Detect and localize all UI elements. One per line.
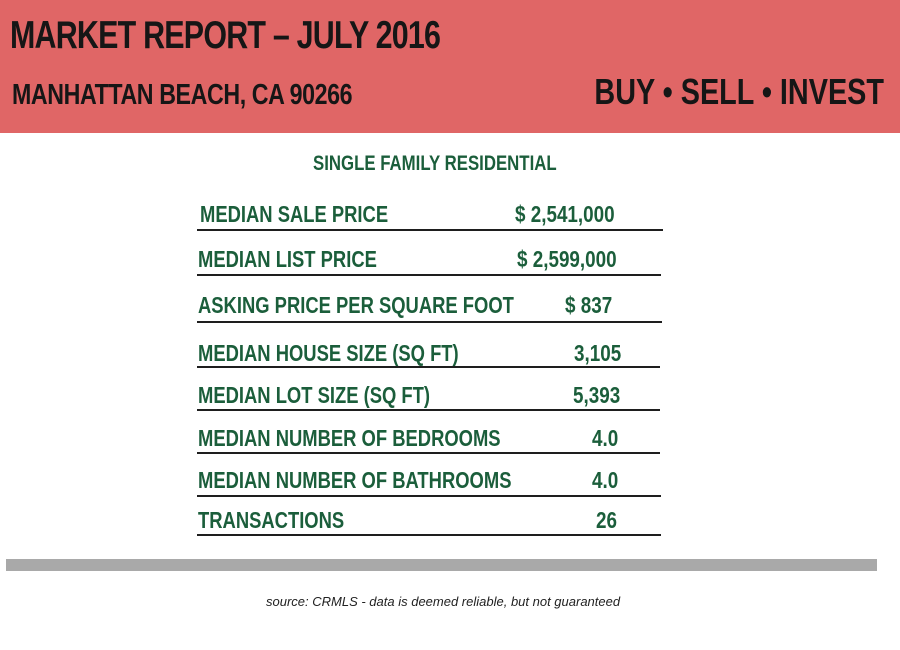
stat-label: ASKING PRICE PER SQUARE FOOT — [198, 292, 514, 318]
row-divider — [197, 321, 662, 323]
row-divider — [197, 274, 661, 276]
stat-label: MEDIAN NUMBER OF BATHROOMS — [198, 467, 512, 493]
header-banner: MARKET REPORT – JULY 2016 MANHATTAN BEAC… — [0, 0, 900, 133]
source-note: source: CRMLS - data is deemed reliable,… — [266, 594, 621, 609]
stat-value: 5,393 — [573, 382, 621, 408]
row-divider — [197, 452, 660, 454]
stat-label: MEDIAN HOUSE SIZE (SQ FT) — [198, 340, 459, 366]
stat-value: $ 2,541,000 — [515, 201, 615, 227]
row-divider — [197, 495, 661, 497]
stat-label: MEDIAN LIST PRICE — [198, 246, 377, 272]
stat-value: 4.0 — [592, 467, 619, 493]
section-heading: SINGLE FAMILY RESIDENTIAL — [313, 152, 557, 175]
stat-value: 4.0 — [592, 425, 619, 451]
row-divider — [197, 366, 660, 368]
footer-divider-bar — [6, 559, 877, 571]
row-divider — [197, 409, 660, 411]
report-location: MANHATTAN BEACH, CA 90266 — [12, 79, 353, 111]
stat-label: MEDIAN NUMBER OF BEDROOMS — [198, 425, 501, 451]
report-title: MARKET REPORT – JULY 2016 — [10, 14, 441, 57]
stat-label: TRANSACTIONS — [198, 507, 345, 533]
stat-value: 3,105 — [574, 340, 622, 366]
row-divider — [197, 534, 661, 536]
stat-value: $ 2,599,000 — [517, 246, 617, 272]
tagline: BUY • SELL • INVEST — [594, 71, 884, 112]
stat-label: MEDIAN SALE PRICE — [200, 201, 389, 227]
row-divider — [197, 229, 663, 231]
stat-label: MEDIAN LOT SIZE (SQ FT) — [198, 382, 431, 408]
stat-value: 26 — [596, 507, 617, 533]
stat-value: $ 837 — [565, 292, 613, 318]
